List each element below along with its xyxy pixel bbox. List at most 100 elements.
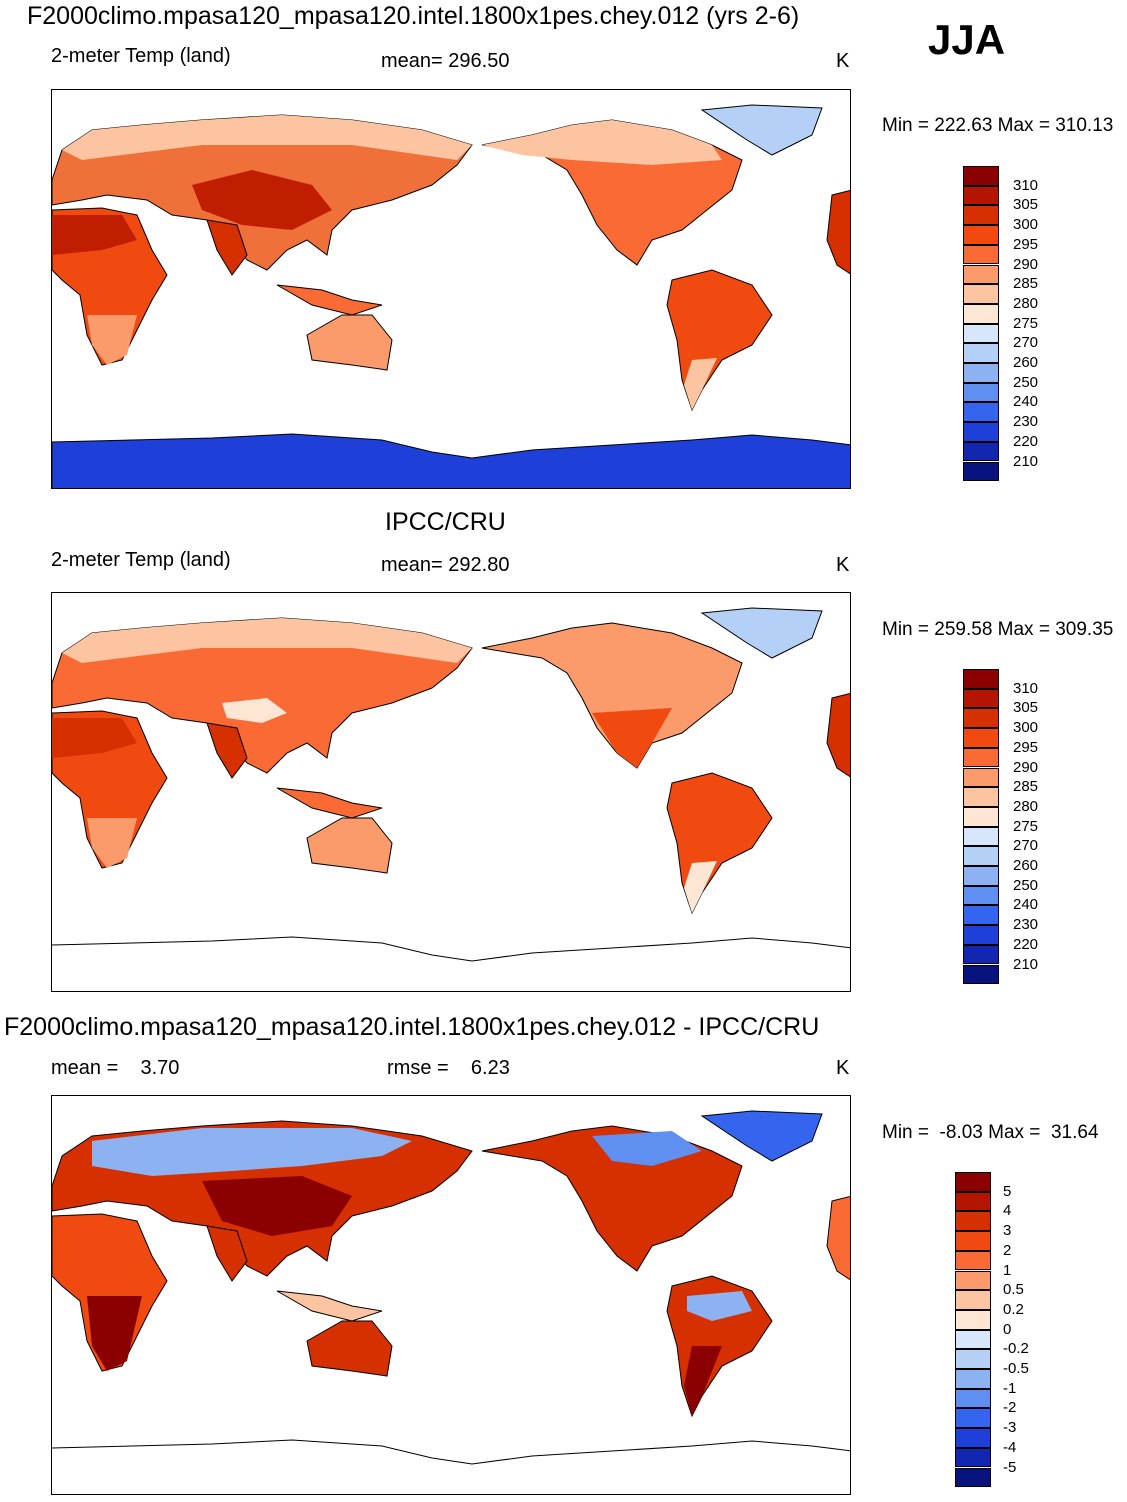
panel-model-mean: mean= 296.50 (381, 50, 510, 72)
colorbar-swatch (963, 284, 999, 304)
eurasia-land (52, 617, 473, 774)
southern-africa (87, 818, 137, 868)
canada-cold (592, 1131, 702, 1166)
maritime-continent (276, 1290, 383, 1322)
colorbar-tick-label: 305 (1013, 699, 1039, 717)
colorbar-swatch (963, 826, 999, 847)
colorbar-tick-label: 290 (1013, 255, 1039, 273)
colorbar-tick-label: 210 (1013, 452, 1039, 470)
colorbar-tick-label: 220 (1013, 432, 1039, 450)
colorbar-swatch (955, 1172, 991, 1192)
colorbar-swatch (963, 205, 999, 226)
colorbar-swatch (955, 1369, 991, 1389)
colorbar-swatch (955, 1211, 991, 1232)
south-america-land (666, 269, 773, 412)
colorbar-swatch (963, 925, 999, 945)
colorbar-tick-label: 260 (1013, 857, 1039, 874)
panel-model-unit: K (836, 50, 850, 72)
eurasia-north-band (62, 618, 472, 663)
colorbar-tick-label: -4 (1003, 1438, 1017, 1456)
colorbar-swatch (963, 225, 999, 245)
colorbar-swatch (963, 708, 999, 729)
colorbar-swatch (963, 866, 999, 886)
colorbar-tick-label: 5 (1003, 1182, 1012, 1200)
panel-model-map (51, 89, 851, 489)
tibet (222, 698, 287, 723)
colorbar-swatch (955, 1388, 991, 1409)
colorbar-swatch (955, 1309, 991, 1330)
maritime-continent (276, 284, 383, 316)
colorbar-tick-label: 260 (1013, 354, 1039, 371)
colorbar-swatch (963, 944, 999, 965)
colorbar-swatch (955, 1349, 991, 1369)
north-america-north-band (482, 120, 722, 165)
colorbar-tick-label: 285 (1013, 778, 1039, 796)
colorbar-swatch (963, 688, 999, 709)
sahara (52, 718, 137, 758)
colorbar-swatch (963, 461, 999, 482)
colorbar-swatch (963, 885, 999, 906)
colorbar-swatch (955, 1270, 991, 1291)
india-land (206, 219, 248, 276)
colorbar-tick-label: 270 (1013, 837, 1039, 855)
colorbar-swatch (963, 905, 999, 926)
antarctica-outline (52, 1439, 850, 1465)
colorbar-tick-label: -1 (1003, 1379, 1017, 1397)
panel-obs-map (51, 592, 851, 992)
panel-diff-title: F2000climo.mpasa120_mpasa120.intel.1800x… (4, 1013, 820, 1041)
panel-model-variable-label: 2-meter Temp (land) (51, 45, 231, 67)
colorbar-tick-label: -0.2 (1003, 1340, 1029, 1358)
colorbar-swatch (963, 669, 999, 689)
south-america-south (684, 358, 717, 410)
colorbar-tick-label: 310 (1013, 679, 1039, 697)
season-label: JJA (928, 16, 1006, 63)
greenland-land (700, 1110, 823, 1162)
colorbar-tick-label: 310 (1013, 176, 1039, 194)
south-america-land (666, 772, 773, 915)
colorbar-swatch (955, 1447, 991, 1468)
colorbar-swatch (955, 1408, 991, 1429)
west-africa-wrap (826, 692, 850, 778)
west-africa-wrap (826, 189, 850, 275)
south-america-south (684, 861, 717, 913)
colorbar-swatch (955, 1329, 991, 1350)
panel-model-minmax: Min = 222.63 Max = 310.13 (882, 115, 1114, 136)
colorbar-tick-label: 295 (1013, 235, 1039, 253)
panel-obs-title: IPCC/CRU (385, 508, 506, 536)
colorbar-swatch (955, 1250, 991, 1271)
colorbar-tick-label: 295 (1013, 738, 1039, 756)
colorbar-tick-label: -3 (1003, 1419, 1017, 1437)
eurasia-north-band (62, 115, 472, 160)
australia-land (306, 314, 393, 371)
colorbar-swatch (963, 363, 999, 383)
panel-obs-map-svg (52, 607, 850, 962)
colorbar-tick-label: 3 (1003, 1222, 1012, 1240)
colorbar-tick-label: 0 (1003, 1320, 1012, 1338)
colorbar-swatch (955, 1290, 991, 1310)
colorbar-swatch (963, 402, 999, 423)
colorbar-tick-label: 250 (1013, 373, 1039, 391)
north-america-land (481, 1125, 743, 1272)
west-africa-wrap (826, 1195, 850, 1281)
colorbar-swatch (963, 303, 999, 324)
amazon-cold (687, 1291, 752, 1321)
colorbar-swatch (955, 1428, 991, 1448)
colorbar-tick-label: -0.5 (1003, 1360, 1029, 1377)
asia-warm (202, 1176, 352, 1236)
colorbar-tick-label: 230 (1013, 413, 1039, 431)
colorbar-swatch (963, 422, 999, 442)
colorbar-tick-label: 300 (1013, 719, 1039, 737)
colorbar-tick-label: 300 (1013, 216, 1039, 234)
panel-diff-map-svg (52, 1110, 850, 1465)
colorbar-tick-label: 250 (1013, 876, 1039, 894)
colorbar-swatch (963, 767, 999, 788)
greenland-land (700, 607, 823, 659)
colorbar-tick-label: 275 (1013, 314, 1039, 332)
australia-land (306, 817, 393, 874)
colorbar-tick-label: 0.2 (1003, 1300, 1024, 1318)
panel-obs-mean: mean= 292.80 (381, 554, 510, 576)
colorbar-swatch (955, 1467, 991, 1488)
panel-diff-mean: mean = 3.70 (51, 1057, 180, 1079)
colorbar-swatch (963, 806, 999, 827)
asia-interior (192, 170, 332, 230)
